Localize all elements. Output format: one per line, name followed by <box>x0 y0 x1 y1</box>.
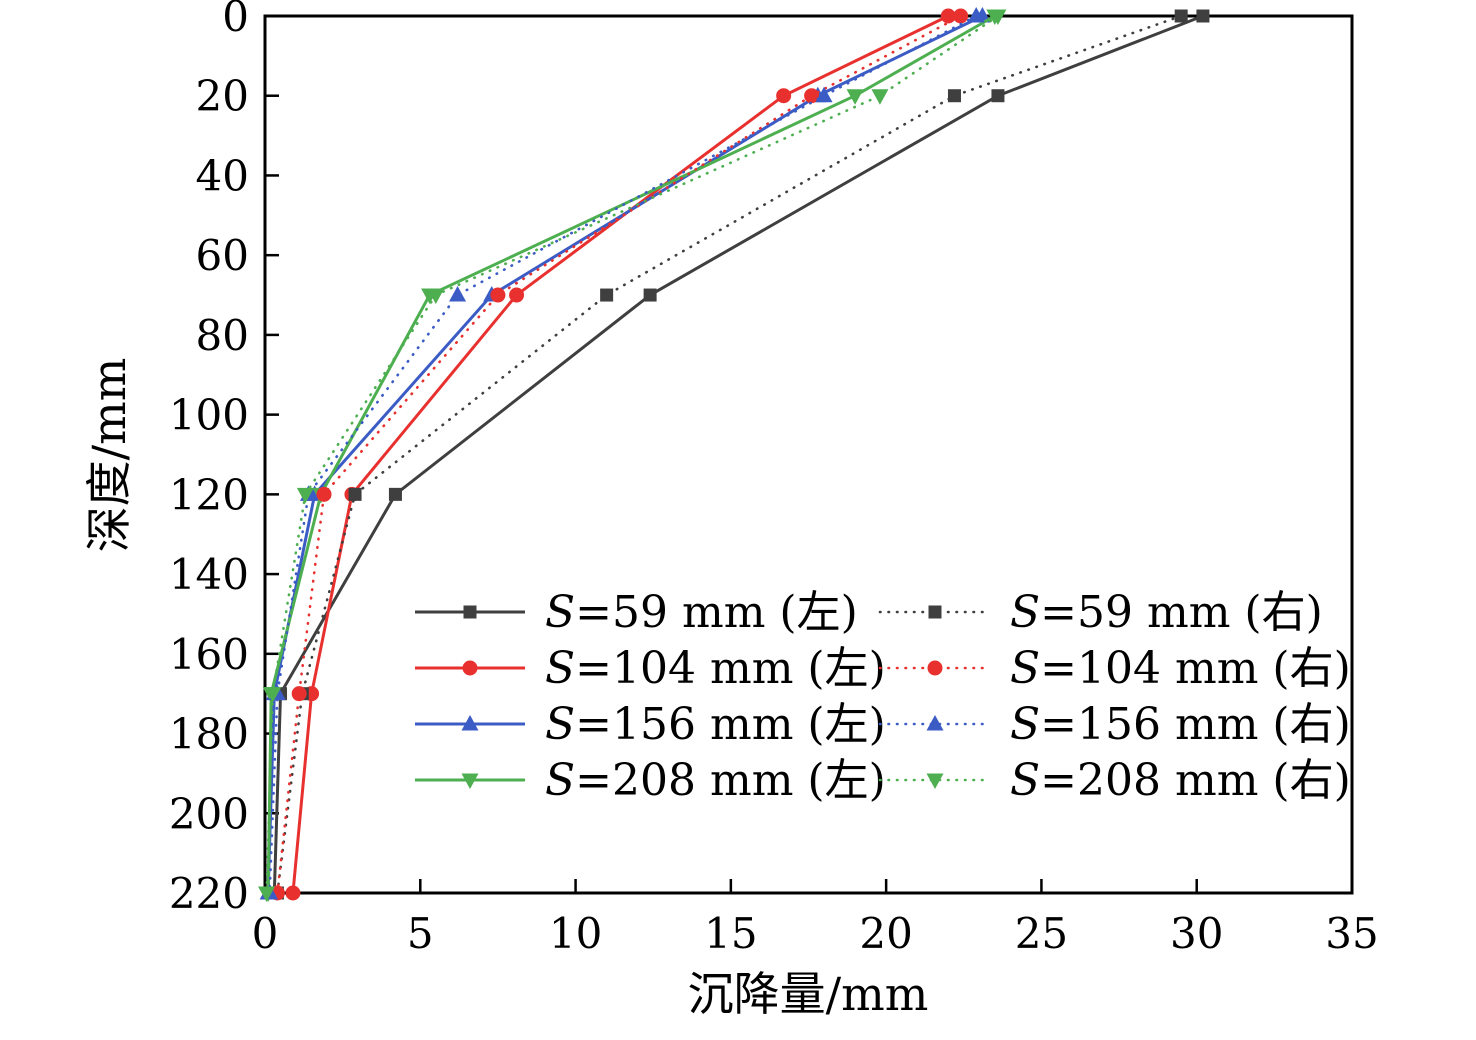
legend-item-s104-left: S=104 mm (左) <box>415 643 886 694</box>
series-line <box>266 14 996 894</box>
x-tick-label: 0 <box>252 909 279 958</box>
legend: S=59 mm (左)S=104 mm (左)S=156 mm (左)S=208… <box>415 587 1351 806</box>
marker-square <box>947 89 961 103</box>
plot-layer: 0 5 10 15 20 25 30 35 0 20 40 60 80 100 120 140 160 180 20… <box>169 0 1379 958</box>
marker-circle <box>927 660 943 676</box>
marker-square <box>463 605 477 619</box>
marker-circle <box>953 8 969 24</box>
legend-label: S=104 mm (右) <box>1010 643 1351 694</box>
series-line <box>268 14 978 895</box>
legend-item-s156-left: S=156 mm (左) <box>415 699 886 750</box>
marker-triangle-up <box>926 715 944 731</box>
y-tick-label: 220 <box>169 869 249 918</box>
legend-item-s156-right: S=156 mm (右) <box>878 699 1351 750</box>
marker-triangle-down <box>264 687 282 703</box>
marker-square <box>348 487 362 501</box>
y-tick-label: 140 <box>169 550 249 599</box>
y-tick-label: 80 <box>196 311 249 360</box>
marker-square <box>643 288 657 302</box>
marker-triangle-up <box>449 286 467 302</box>
marker-square <box>1196 9 1210 23</box>
series-line <box>266 14 984 894</box>
legend-label: S=156 mm (右) <box>1010 699 1351 750</box>
legend-item-s208-left: S=208 mm (左) <box>415 755 886 806</box>
y-axis-title: 深度/mm <box>82 358 136 553</box>
x-tick-label: 35 <box>1325 909 1378 958</box>
x-axis-title: 沉降量/mm <box>688 967 929 1021</box>
marker-triangle-down <box>926 773 944 789</box>
marker-triangle-down <box>846 89 864 105</box>
series-line <box>291 14 949 894</box>
marker-circle <box>285 885 301 901</box>
legend-label: S=208 mm (右) <box>1010 755 1351 806</box>
series-line <box>265 14 1000 895</box>
x-tick-label: 25 <box>1015 909 1068 958</box>
marker-triangle-down <box>296 487 314 504</box>
marker-square <box>388 487 402 501</box>
marker-circle <box>316 486 332 502</box>
marker-triangle-down <box>871 89 889 105</box>
marker-circle <box>776 88 792 104</box>
x-tick-label: 15 <box>704 909 757 958</box>
marker-circle <box>804 88 820 104</box>
marker-circle <box>490 287 506 303</box>
y-tick-label: 0 <box>222 0 249 41</box>
series-s208-right <box>258 9 1007 902</box>
legend-label: S=59 mm (左) <box>545 587 858 638</box>
marker-circle <box>291 686 307 702</box>
series-line <box>276 14 962 895</box>
marker-triangle-up <box>461 715 479 731</box>
plot-frame <box>263 14 1354 895</box>
legend-label: S=156 mm (左) <box>545 699 886 750</box>
legend-item-s59-right: S=59 mm (右) <box>878 587 1323 638</box>
legend-item-s59-left: S=59 mm (左) <box>415 587 858 638</box>
marker-circle <box>509 287 525 303</box>
y-tick-label: 160 <box>169 630 249 679</box>
y-tick-label: 100 <box>169 391 249 440</box>
marker-triangle-down <box>258 886 276 902</box>
legend-item-s208-right: S=208 mm (右) <box>878 755 1351 806</box>
marker-triangle-down <box>461 773 479 789</box>
marker-triangle-down <box>427 288 445 305</box>
series-line <box>272 14 1204 894</box>
marker-circle <box>462 660 478 676</box>
legend-label: S=59 mm (右) <box>1010 587 1323 638</box>
legend-label: S=208 mm (左) <box>545 755 886 806</box>
marker-square <box>928 605 942 619</box>
x-tick-label: 20 <box>859 909 912 958</box>
marker-triangle-up <box>967 7 985 23</box>
x-tick-label: 10 <box>549 909 602 958</box>
y-tick-label: 20 <box>196 72 249 121</box>
marker-triangle-up <box>815 86 833 103</box>
marker-triangle-down <box>989 9 1007 25</box>
marker-square <box>1174 9 1188 23</box>
y-tick-label: 180 <box>169 710 249 759</box>
y-tick-label: 40 <box>196 151 249 200</box>
marker-square <box>600 288 614 302</box>
legend-item-s104-right: S=104 mm (右) <box>878 643 1351 694</box>
y-tick-label: 60 <box>196 231 249 280</box>
y-tick-label: 120 <box>169 470 249 519</box>
x-tick-label: 30 <box>1170 909 1223 958</box>
x-tick-label: 5 <box>407 909 434 958</box>
marker-square <box>991 89 1005 103</box>
legend-label: S=104 mm (左) <box>545 643 886 694</box>
y-tick-label: 200 <box>169 789 249 838</box>
